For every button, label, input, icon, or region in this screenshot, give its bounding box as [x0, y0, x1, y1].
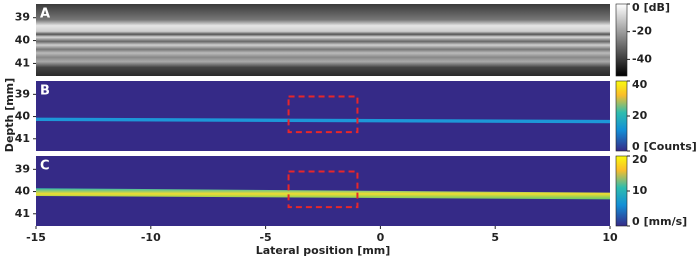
panel-label: A — [40, 7, 50, 22]
x-tick-label: 5 — [491, 231, 499, 244]
y-tick-label: 40 — [15, 110, 31, 123]
colorbar-tick-label: 10 — [632, 184, 648, 197]
colorbar-unit: [mm/s] — [644, 215, 688, 228]
y-tick-label: 41 — [15, 132, 30, 145]
y-tick-label: 41 — [15, 56, 30, 69]
colorbar-tick-label: 0 — [632, 215, 640, 228]
image — [36, 81, 610, 151]
x-tick-label: 10 — [602, 231, 618, 244]
colorbar-tick-label: 40 — [632, 78, 648, 91]
colorbar-unit: [dB] — [644, 1, 670, 14]
roi-box — [287, 170, 359, 209]
y-tick-label: 39 — [15, 162, 30, 175]
y-tick-label: 39 — [15, 87, 30, 100]
signal-band — [36, 188, 610, 200]
colorbar-tick-label: -20 — [632, 25, 652, 38]
y-tick-label: 39 — [15, 11, 30, 24]
x-tick-label: -10 — [141, 231, 161, 244]
colorbar — [615, 80, 628, 152]
roi-box — [287, 95, 359, 134]
x-tick-label: 0 — [377, 231, 385, 244]
panel-label: C — [40, 159, 50, 174]
colorbar-tick-label: -40 — [632, 52, 652, 65]
signal-line — [36, 117, 610, 124]
colorbar-tick-label: 20 — [632, 109, 648, 122]
x-axis-label: Lateral position [mm] — [256, 244, 391, 257]
panel-label: B — [40, 84, 50, 99]
x-tick-label: -15 — [26, 231, 46, 244]
colorbar-tick-label: 0 — [632, 1, 640, 14]
colorbar — [615, 155, 628, 227]
colorbar-tick-label: 20 — [632, 153, 648, 166]
x-tick-label: -5 — [259, 231, 271, 244]
y-axis-label: Depth [mm] — [3, 78, 16, 152]
colorbar — [615, 3, 628, 77]
y-tick-label: 40 — [15, 185, 31, 198]
image — [36, 4, 610, 76]
y-tick-label: 41 — [15, 207, 30, 220]
colorbar-unit: [Counts] — [644, 140, 697, 153]
y-tick-label: 40 — [15, 34, 31, 47]
colorbar-tick-label: 0 — [632, 140, 640, 153]
